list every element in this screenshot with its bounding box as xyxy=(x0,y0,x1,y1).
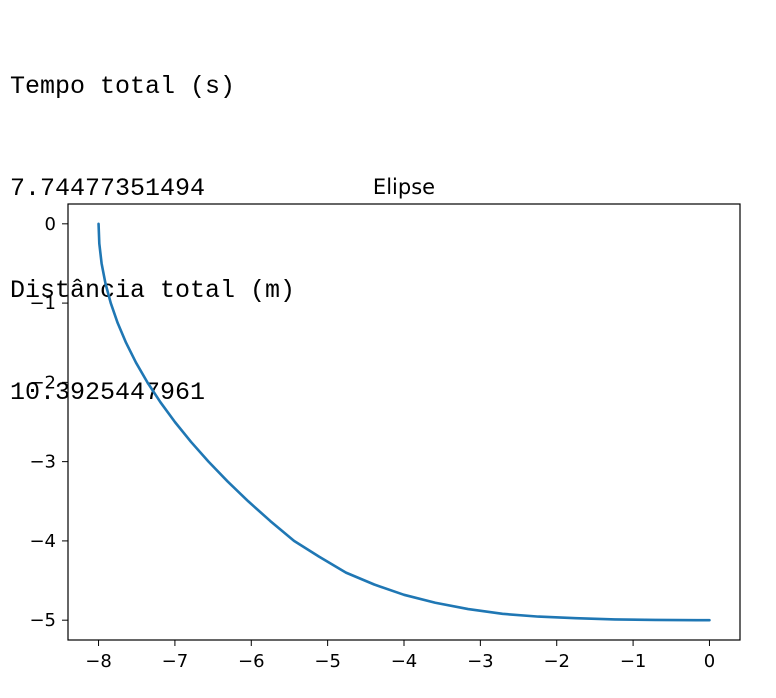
output-line: 10.3925447961 xyxy=(10,378,206,407)
y-tick-label: −4 xyxy=(29,531,56,552)
output-line: Distância total (m) xyxy=(10,276,296,305)
x-tick-label: −1 xyxy=(620,651,647,672)
x-axis: −8 −7 −6 −5 −4 −3 −2 −1 0 xyxy=(85,640,715,672)
x-tick-label: −4 xyxy=(391,651,418,672)
x-tick-label: −3 xyxy=(467,651,494,672)
x-tick-label: −7 xyxy=(162,651,189,672)
console-output: Tempo total (s) 7.74477351494 Distância … xyxy=(10,2,295,444)
y-tick-label: −5 xyxy=(29,610,56,631)
x-tick-label: −8 xyxy=(85,651,112,672)
x-tick-label: −5 xyxy=(314,651,341,672)
y-tick-label: 0 xyxy=(45,214,56,235)
series-line xyxy=(97,222,711,622)
chart-title: Elipse xyxy=(373,175,435,199)
output-line: 7.74477351494 xyxy=(10,174,206,203)
x-tick-label: 0 xyxy=(704,651,715,672)
y-tick-label: −1 xyxy=(29,293,56,314)
y-tick-label: −3 xyxy=(29,452,56,473)
plot-frame xyxy=(67,203,741,641)
x-tick-label: −2 xyxy=(543,651,570,672)
y-axis: 0 −1 −2 −3 −4 −5 xyxy=(29,214,68,631)
x-tick-label: −6 xyxy=(238,651,265,672)
output-line: Tempo total (s) xyxy=(10,72,236,101)
y-tick-label: −2 xyxy=(29,372,56,393)
